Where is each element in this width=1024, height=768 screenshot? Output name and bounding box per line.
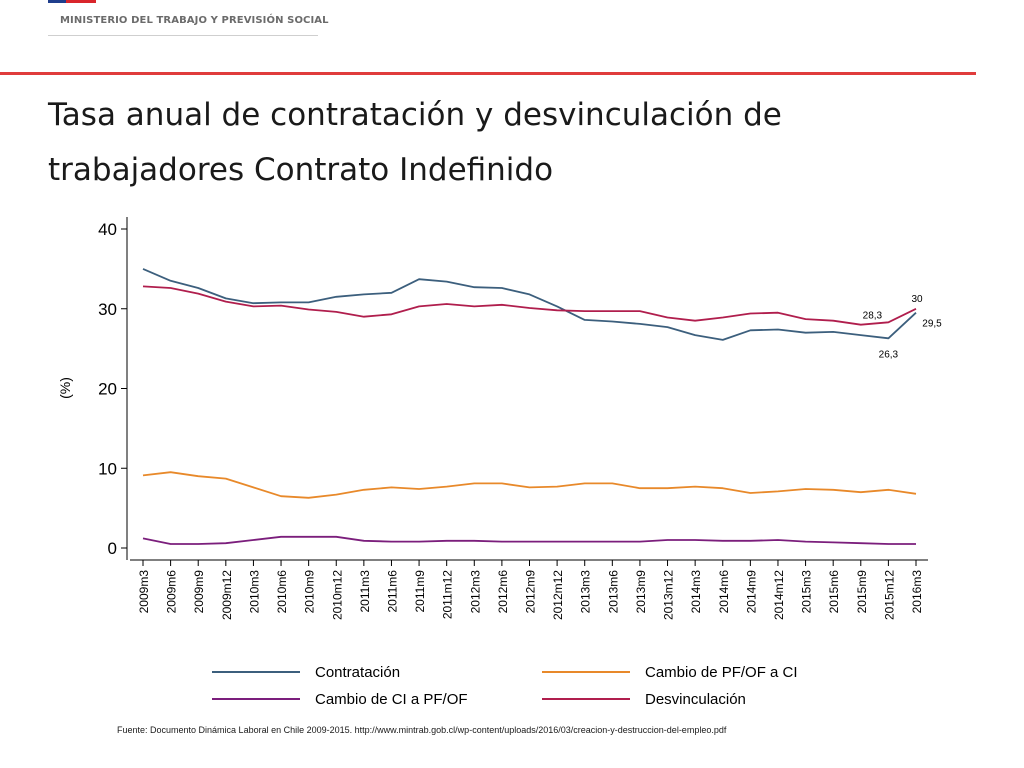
legend-label-0: Contratación [315,664,400,681]
source-note: Fuente: Documento Dinámica Laboral en Ch… [117,725,727,735]
data-label: 26,3 [879,349,899,360]
x-tick-label: 2012m6 [496,570,510,614]
data-label: 28,3 [863,310,883,321]
y-tick-label: 40 [98,220,117,239]
x-tick-label: 2013m9 [634,570,648,614]
title-line-1: Tasa anual de contratación y desvinculac… [48,97,782,133]
x-tick-label: 2009m6 [165,570,179,614]
chart-legend: Contratación Cambio de PF/OF a CI Cambio d… [212,664,798,708]
series-line-3 [142,285,917,326]
x-tick-label: 2009m9 [192,570,206,614]
x-tick-label: 2015m9 [855,570,869,614]
y-tick-label: 20 [98,380,117,399]
x-tick-label: 2013m3 [579,570,593,614]
x-tick-label: 2015m6 [827,570,841,614]
y-tick-label: 10 [98,459,117,478]
ministry-underline [48,35,318,36]
ministry-name: MINISTERIO DEL TRABAJO Y PREVISIÓN SOCIA… [60,15,329,26]
x-tick-label: 2015m12 [882,570,896,620]
chart-axes: 0 10 20 30 40 (%) 2009m3 2009m6 2009m9 2009m12 201… [57,217,928,620]
x-tick-label: 2011m9 [413,570,427,613]
legend-label-3: Desvinculación [645,691,746,708]
x-tick-label: 2014m6 [717,570,731,614]
x-tick-label: 2009m3 [137,570,151,614]
x-tick-label: 2014m3 [689,570,703,614]
x-tick-label: 2011m3 [358,570,372,613]
y-axis-label: (%) [57,377,73,399]
series-line-2 [142,535,916,545]
data-label: 30 [911,294,923,305]
x-tick-label: 2014m9 [744,570,758,614]
x-tick-label: 2015m3 [800,570,814,614]
legend-label-2: Cambio de CI a PF/OF [315,691,468,708]
x-tick-label: 2009m12 [220,570,234,620]
x-tick-label: 2010m9 [303,570,317,614]
chart-annotations: 30 28,3 29,5 26,3 [863,294,943,361]
x-tick-label: 2010m3 [247,570,261,614]
x-tick-label: 2013m6 [606,570,620,614]
x-tick-label: 2013m12 [662,570,676,620]
x-tick-label: 2012m9 [524,570,538,614]
flag-red-stripe [66,0,96,3]
legend-label-1: Cambio de PF/OF a CI [645,664,798,681]
title-line-2: trabajadores Contrato Indefinido [48,152,554,188]
x-tick-label: 2012m3 [468,570,482,614]
data-label: 29,5 [922,319,942,330]
header-rule [0,72,976,75]
series-line-1 [142,471,917,499]
y-tick-label: 30 [98,300,117,319]
x-tick-label: 2016m3 [910,570,924,614]
series-line-0 [142,268,917,341]
flag-blue-stripe [48,0,66,3]
chart-series [142,268,917,545]
x-tick-label: 2011m12 [441,570,455,619]
slide-title: Tasa anual de contratación y desvinculac… [48,88,978,198]
x-tick-label: 2012m12 [551,570,565,620]
x-tick-label: 2014m12 [772,570,786,620]
x-tick-label: 2010m6 [275,570,289,614]
x-tick-label: 2011m6 [385,570,399,613]
x-tick-label: 2010m12 [330,570,344,620]
y-tick-label: 0 [108,539,117,558]
